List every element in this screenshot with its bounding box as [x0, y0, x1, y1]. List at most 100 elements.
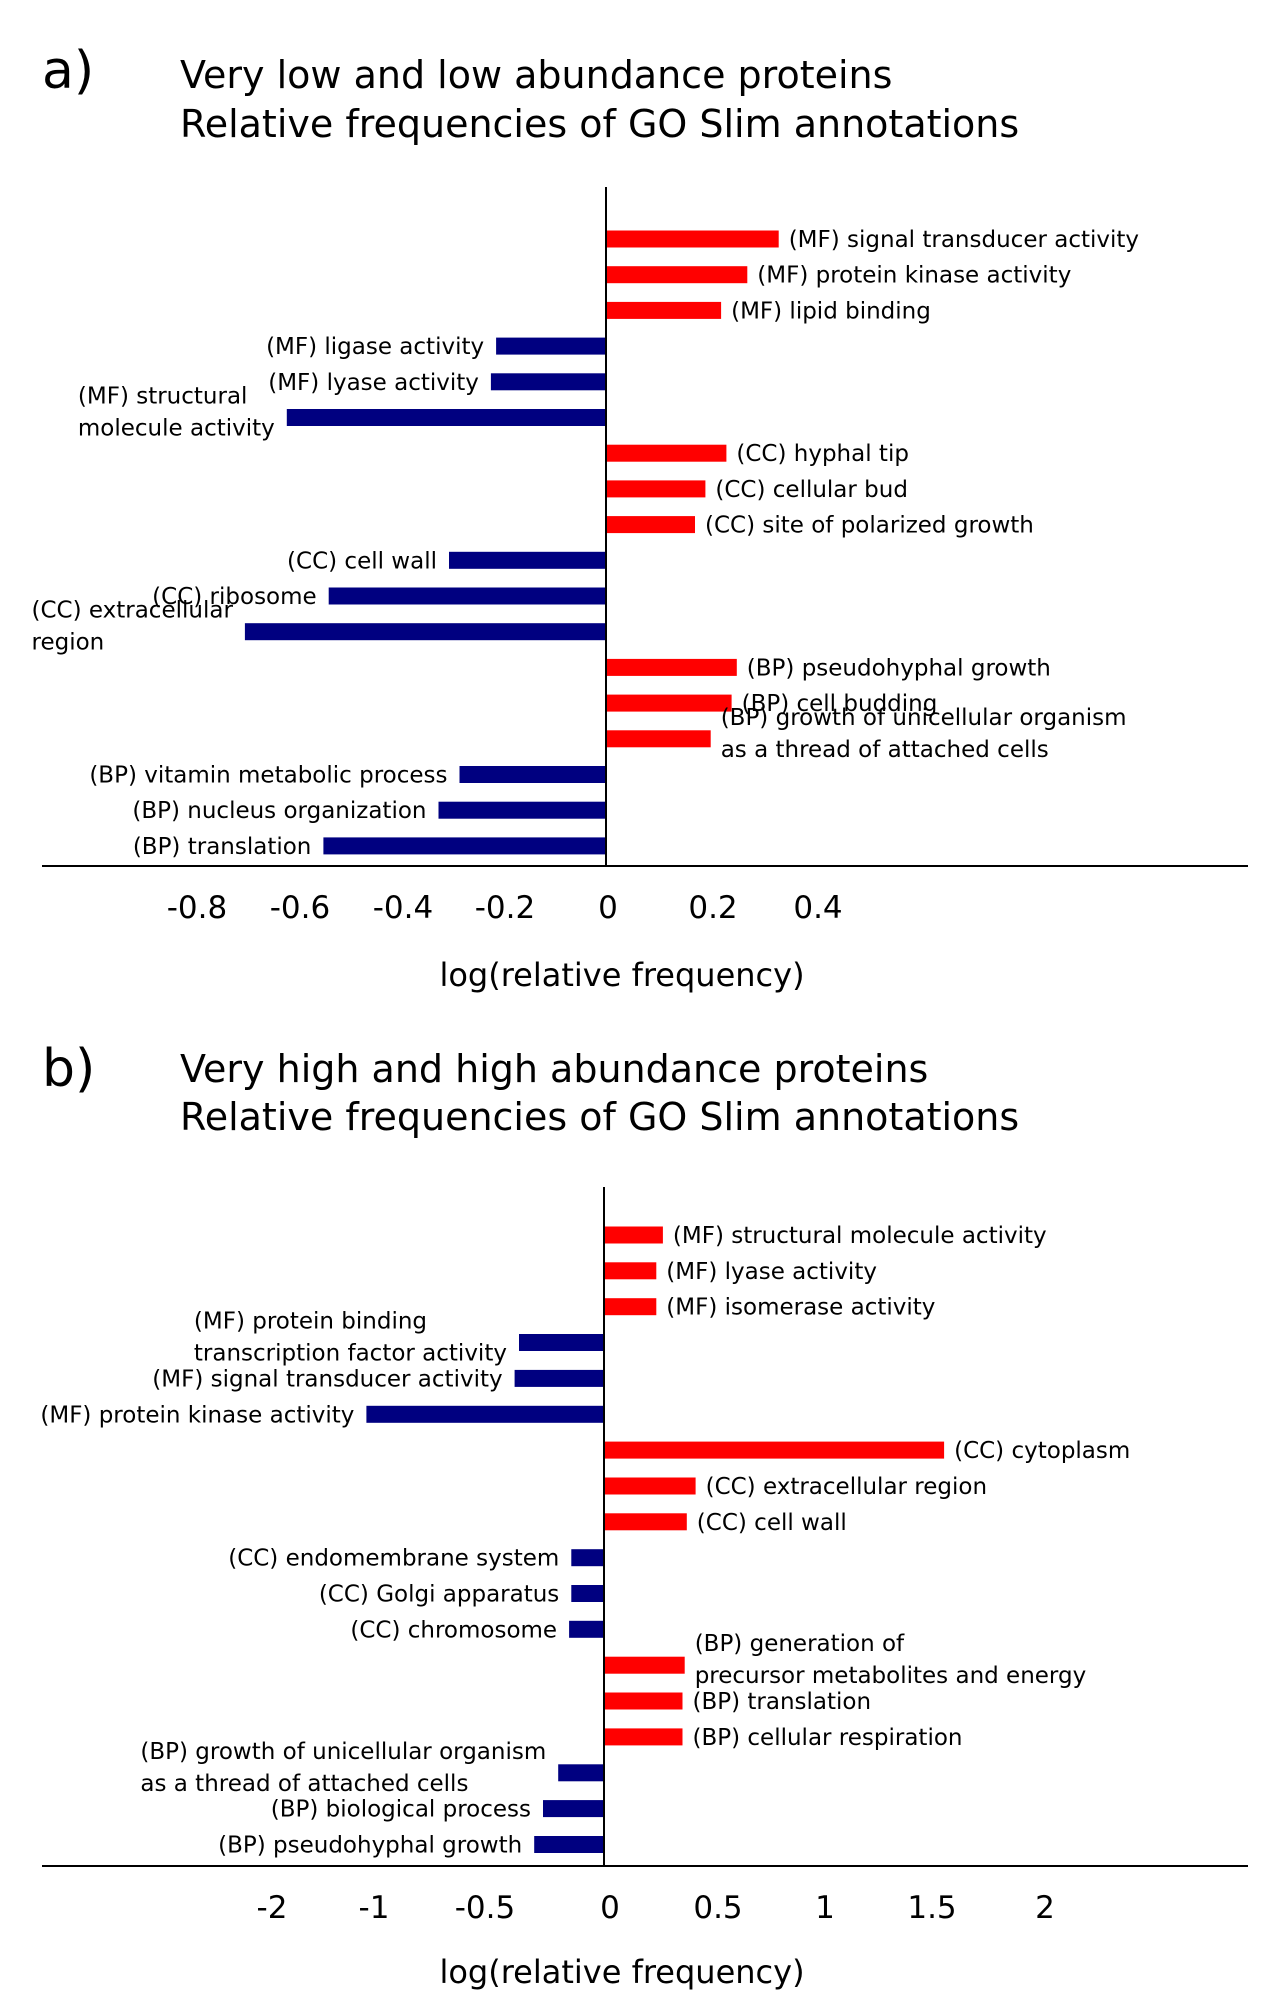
- negative-bar: [366, 1405, 604, 1423]
- bar-label: as a thread of attached cells: [721, 737, 1049, 763]
- bar-label: (CC) endomembrane system: [228, 1546, 559, 1572]
- x-tick-label: -0.2: [475, 890, 536, 926]
- bar-label: (MF) isomerase activity: [666, 1295, 935, 1321]
- bar-label: transcription factor activity: [194, 1341, 507, 1367]
- bar-label: as a thread of attached cells: [140, 1771, 468, 1797]
- bar-label: (BP) pseudohyphal growth: [218, 1833, 522, 1859]
- positive-bar: [604, 1477, 696, 1495]
- x-tick-label: 0: [600, 1890, 620, 1926]
- negative-bar: [490, 373, 606, 391]
- bar-label: (MF) protein binding: [194, 1309, 427, 1335]
- positive-bar: [604, 1226, 663, 1244]
- negative-bar: [438, 801, 606, 819]
- chart-title-line: Very high and high abundance proteins: [180, 1047, 928, 1091]
- bar-label: (MF) signal transducer activity: [152, 1366, 502, 1392]
- bar-label: (CC) ribosome: [152, 584, 317, 610]
- positive-bar: [604, 1513, 687, 1531]
- positive-bar: [606, 301, 722, 319]
- x-tick-label: 0.4: [793, 890, 842, 926]
- bar-label: (MF) structural molecule activity: [673, 1223, 1047, 1249]
- positive-bar: [604, 1262, 657, 1280]
- positive-bar: [606, 658, 737, 676]
- bar-label: (CC) extracellular: [32, 598, 234, 624]
- negative-bar: [519, 1334, 604, 1351]
- bar-label: (MF) signal transducer activity: [789, 227, 1139, 253]
- chart-title-line: Very low and low abundance proteins: [180, 53, 892, 97]
- negative-bar: [328, 587, 606, 605]
- x-axis-title: log(relative frequency): [439, 1953, 804, 1991]
- bar-label: (CC) cellular bud: [715, 477, 908, 503]
- bar-label: (BP) translation: [133, 834, 312, 860]
- positive-bar: [604, 1441, 945, 1459]
- x-tick-label: -0.6: [270, 890, 331, 926]
- x-tick-label: -1: [359, 1890, 390, 1926]
- bar-label: (CC) cell wall: [287, 548, 437, 574]
- bar-label: (CC) chromosome: [350, 1617, 557, 1643]
- bar-label: (MF) lyase activity: [666, 1259, 877, 1285]
- negative-bar: [286, 409, 606, 426]
- panel-b-chart: b) Very high and high abundance proteinsR…: [40, 1039, 1248, 1991]
- x-tick-label: 2: [1035, 1890, 1055, 1926]
- bar-label: precursor metabolites and energy: [695, 1663, 1087, 1689]
- positive-bar: [606, 266, 748, 284]
- bar-label: (CC) extracellular region: [706, 1474, 987, 1500]
- chart-title-line: Relative frequencies of GO Slim annotati…: [180, 102, 1019, 146]
- x-tick-label: 1: [815, 1890, 835, 1926]
- bar-label: (BP) translation: [693, 1689, 872, 1715]
- bar-label: (CC) hyphal tip: [736, 441, 909, 467]
- positive-bar: [606, 444, 727, 462]
- bar-label: (MF) lipid binding: [731, 298, 931, 324]
- bar-label: (BP) nucleus organization: [132, 798, 426, 824]
- bar-label: (BP) cell budding: [742, 691, 938, 717]
- bar-label: (BP) growth of unicellular organism: [721, 705, 1127, 731]
- bar-label: (CC) cell wall: [697, 1510, 847, 1536]
- x-tick-label: 0.2: [688, 890, 737, 926]
- positive-bar: [606, 694, 732, 712]
- x-axis-title: log(relative frequency): [439, 956, 804, 994]
- positive-bar: [606, 516, 695, 534]
- panel-letter: b): [42, 1039, 95, 1099]
- negative-bar: [323, 837, 606, 855]
- x-tick-label: 0: [598, 890, 618, 926]
- negative-bar: [571, 1585, 604, 1602]
- bar-label: (BP) generation of: [695, 1631, 905, 1657]
- bar-label: (CC) site of polarized growth: [705, 513, 1034, 539]
- negative-bar: [571, 1549, 604, 1567]
- negative-bar: [534, 1836, 604, 1853]
- bar-label: (BP) vitamin metabolic process: [89, 763, 447, 789]
- bar-label: molecule activity: [78, 416, 275, 442]
- negative-bar: [496, 337, 606, 355]
- x-tick-label: -0.8: [167, 890, 228, 926]
- panel-a-chart: a) Very low and low abundance proteins Rel…: [32, 41, 1248, 994]
- negative-bar: [449, 551, 606, 569]
- negative-bar: [514, 1369, 604, 1387]
- chart-title-line: Relative frequencies of GO Slim annotati…: [180, 1095, 1019, 1139]
- negative-bar: [459, 766, 606, 783]
- bar-label: (MF) ligase activity: [266, 334, 484, 360]
- bar-label: (MF) protein kinase activity: [40, 1402, 354, 1428]
- negative-bar: [244, 623, 606, 641]
- positive-bar: [604, 1298, 657, 1316]
- x-tick-label: -2: [257, 1890, 288, 1926]
- x-tick-label: -0.4: [373, 890, 434, 926]
- x-tick-label: 1.5: [907, 1890, 956, 1926]
- bar-label: (CC) cytoplasm: [954, 1438, 1130, 1464]
- panel-letter: a): [42, 41, 94, 101]
- negative-bar: [569, 1620, 604, 1638]
- positive-bar: [606, 230, 779, 248]
- positive-bar: [604, 1692, 683, 1710]
- positive-bar: [606, 730, 711, 748]
- bar-label: (BP) pseudohyphal growth: [747, 655, 1051, 681]
- bar-label: (MF) lyase activity: [268, 370, 479, 396]
- bar-label: region: [32, 630, 105, 656]
- bar-label: (BP) biological process: [271, 1797, 531, 1823]
- negative-bar: [543, 1800, 604, 1818]
- bar-label: (MF) protein kinase activity: [757, 263, 1071, 289]
- negative-bar: [558, 1764, 604, 1782]
- positive-bar: [606, 480, 706, 498]
- x-tick-label: 0.5: [693, 1890, 742, 1926]
- bar-label: (BP) growth of unicellular organism: [140, 1739, 546, 1765]
- positive-bar: [604, 1656, 685, 1674]
- positive-bar: [604, 1728, 683, 1746]
